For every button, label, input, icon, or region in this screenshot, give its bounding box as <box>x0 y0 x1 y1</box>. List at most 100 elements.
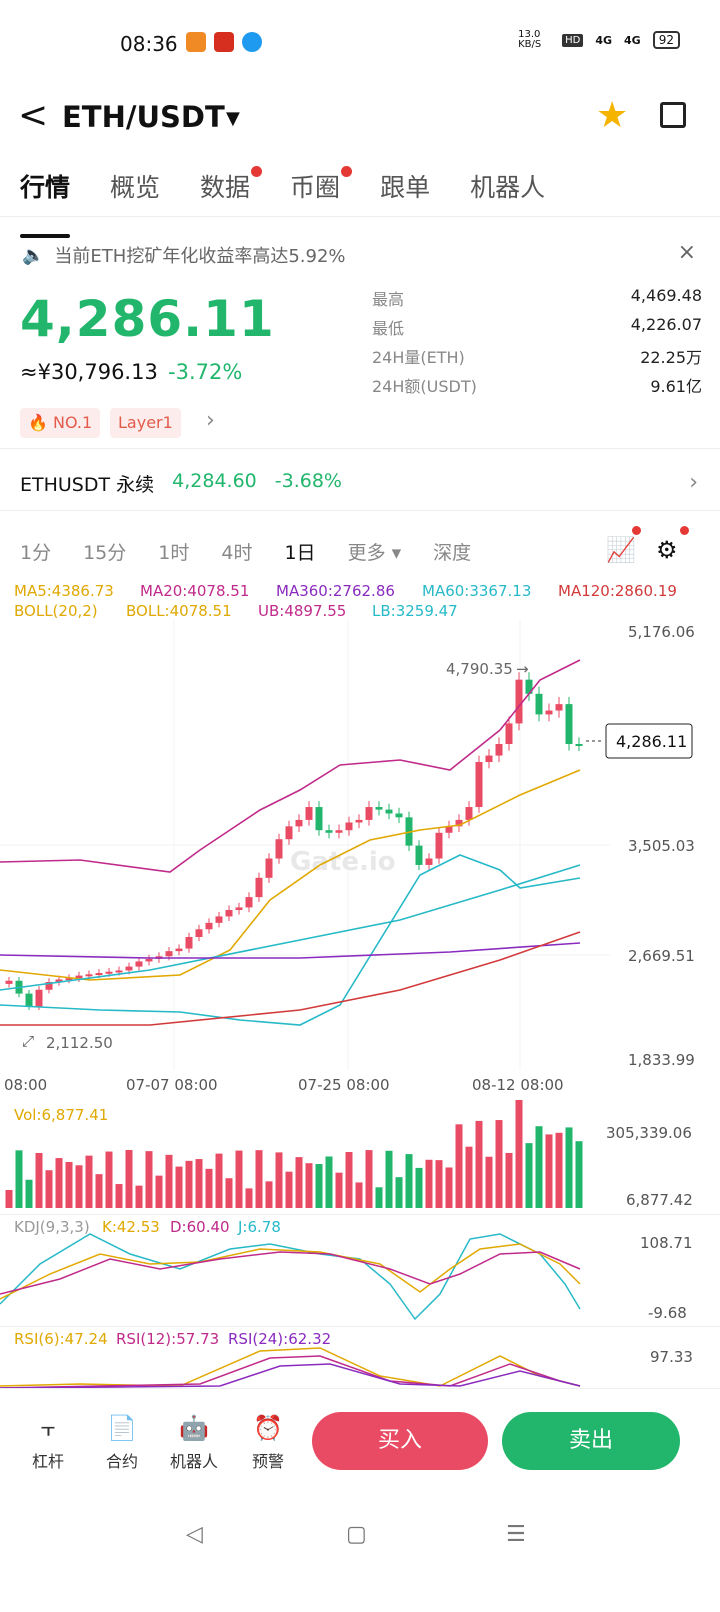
notice-bar[interactable]: 🔈 当前ETH挖矿年化收益率高达5.92% <box>22 242 346 268</box>
volume-bar <box>255 1150 263 1208</box>
perp-change: -3.68% <box>274 470 342 492</box>
kdj-tick: -9.68 <box>648 1304 687 1322</box>
candle <box>505 723 513 745</box>
ma60-line <box>0 864 581 991</box>
legend-rsi12: RSI(12):57.73 <box>116 1330 220 1348</box>
buy-button[interactable]: 买入 <box>312 1412 488 1470</box>
tab-overview[interactable]: 概览 <box>110 173 161 202</box>
volume-bar <box>285 1171 293 1208</box>
volume-bar <box>145 1151 153 1208</box>
robot-button[interactable]: 🤖 机器人 <box>164 1414 224 1472</box>
volume-bar <box>465 1146 473 1208</box>
chevron-right-icon[interactable]: › <box>689 470 698 495</box>
volume-bar <box>575 1141 583 1208</box>
indicator-icon[interactable]: 📈 <box>606 536 636 564</box>
pair-dropdown-icon[interactable]: ▼ <box>226 108 240 129</box>
pair-title[interactable]: ETH/USDT <box>62 100 225 134</box>
high-label: 4,790.35 <box>446 660 513 678</box>
tab-community[interactable]: 币圈 <box>290 166 353 224</box>
rsi-tick: 97.33 <box>650 1348 693 1366</box>
candle <box>465 807 473 820</box>
candle <box>285 826 293 840</box>
stat-label: 24H额(USDT) <box>372 377 477 396</box>
legend-k: K:42.53 <box>102 1218 160 1236</box>
rsi-chart: 97.33 <box>0 1347 693 1388</box>
sell-button[interactable]: 卖出 <box>502 1412 680 1470</box>
kdj-j-line <box>0 1233 581 1321</box>
volume-bar <box>295 1157 303 1208</box>
volume-bar <box>225 1178 233 1208</box>
back-button[interactable]: < <box>18 95 49 136</box>
volume-bar <box>335 1172 343 1208</box>
candle <box>215 916 223 923</box>
tf-1d[interactable]: 1日 <box>284 542 316 564</box>
candle <box>495 744 503 756</box>
share-icon[interactable] <box>660 102 686 128</box>
candle <box>25 993 33 1007</box>
kdj-chart: 108.71 -9.68 <box>0 1233 693 1322</box>
candle <box>175 948 183 952</box>
expand-icon[interactable]: ⤢ <box>22 1032 35 1050</box>
tf-1m[interactable]: 1分 <box>20 542 52 564</box>
tf-more[interactable]: 更多 ▾ <box>347 542 402 564</box>
candlestick-chart[interactable]: Gate.io 4,790.35 → ⤢ 2,112.50 5,176.06 3… <box>0 620 720 1100</box>
candle <box>135 961 143 967</box>
candle <box>355 819 363 823</box>
tab-bar: 行情 概览 数据 币圈 跟单 机器人 <box>0 166 720 238</box>
candle <box>445 826 453 833</box>
tab-data[interactable]: 数据 <box>200 166 263 224</box>
legend-ma120: MA120:2860.19 <box>558 582 677 600</box>
nav-back-icon[interactable]: ◁ <box>186 1522 203 1547</box>
candle <box>345 822 353 831</box>
stat-label: 最低 <box>372 319 405 338</box>
x-tick: 08-12 08:00 <box>472 1076 564 1094</box>
tab-market[interactable]: 行情 <box>20 168 71 238</box>
tab-copy-trade[interactable]: 跟单 <box>380 173 431 202</box>
volume-bar <box>425 1159 433 1208</box>
volume-bar <box>365 1150 373 1208</box>
perp-name: ETHUSDT 永续 <box>20 474 155 496</box>
nav-menu-icon[interactable]: ☰ <box>506 1522 526 1547</box>
tf-depth[interactable]: 深度 <box>433 542 472 564</box>
candle <box>535 693 543 715</box>
robot-icon: 🤖 <box>179 1414 209 1442</box>
contract-button[interactable]: 📄 合约 <box>92 1414 152 1472</box>
contract-icon: 📄 <box>107 1414 137 1442</box>
tag-rank[interactable]: 🔥 NO.1 <box>20 408 101 438</box>
tab-robot[interactable]: 机器人 <box>470 173 546 202</box>
volume-bar <box>315 1164 323 1208</box>
candle <box>555 704 563 711</box>
volume-bar <box>445 1167 453 1208</box>
nav-home-icon[interactable]: ▢ <box>346 1522 367 1547</box>
tag-layer[interactable]: Layer1 <box>110 408 181 438</box>
volume-bar <box>345 1152 353 1208</box>
kdj-k-line <box>0 1243 581 1300</box>
favorite-star-icon[interactable]: ★ <box>596 95 629 136</box>
legend-ma20: MA20:4078.51 <box>140 582 250 600</box>
legend-j: J:6.78 <box>238 1218 281 1236</box>
settings-icon[interactable]: ⚙ <box>656 536 678 564</box>
perpetual-row[interactable]: ETHUSDT 永续 4,284.60 -3.68% <box>20 470 342 497</box>
price-change: -3.72% <box>168 360 243 384</box>
y-tick: 2,669.51 <box>628 947 695 965</box>
volume-bar <box>235 1150 243 1208</box>
volume-bar <box>505 1152 513 1208</box>
ma120-line <box>0 931 581 1026</box>
candle <box>265 858 273 878</box>
kdj-d-line <box>0 1251 581 1295</box>
chevron-right-icon[interactable]: › <box>206 408 215 433</box>
tf-15m[interactable]: 15分 <box>83 542 127 564</box>
divider <box>0 448 720 449</box>
legend-rsi24: RSI(24):62.32 <box>228 1330 332 1348</box>
rsi6-line <box>0 1347 581 1387</box>
tf-4h[interactable]: 4时 <box>221 542 253 564</box>
leverage-button[interactable]: ⫟ 杠杆 <box>18 1414 78 1472</box>
close-icon[interactable]: × <box>677 240 696 265</box>
legend-boll: BOLL(20,2) <box>14 602 98 620</box>
status-time: 08:36 <box>120 32 178 56</box>
alert-button[interactable]: ⏰ 预警 <box>238 1414 298 1472</box>
tf-1h[interactable]: 1时 <box>158 542 190 564</box>
stats-panel: 最高 4,469.48 最低 4,226.07 24H量(ETH) 22.25万 24… <box>372 286 702 402</box>
candle <box>435 832 443 859</box>
candle <box>545 710 553 715</box>
